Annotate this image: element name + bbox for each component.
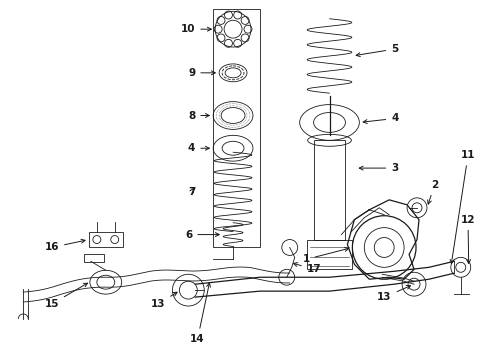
Text: 6: 6 bbox=[185, 230, 219, 239]
Text: 8: 8 bbox=[188, 111, 209, 121]
Text: 4: 4 bbox=[188, 143, 209, 153]
Text: 2: 2 bbox=[428, 180, 438, 204]
Text: 15: 15 bbox=[45, 283, 88, 309]
Text: 5: 5 bbox=[356, 44, 398, 57]
Text: 10: 10 bbox=[181, 24, 211, 34]
Text: 9: 9 bbox=[188, 68, 215, 78]
Text: 13: 13 bbox=[377, 285, 411, 302]
Text: 11: 11 bbox=[450, 150, 475, 264]
Text: 12: 12 bbox=[461, 215, 475, 264]
Text: 4: 4 bbox=[363, 113, 398, 123]
Bar bbox=[314, 140, 345, 239]
Bar bbox=[213, 9, 260, 247]
Text: 3: 3 bbox=[359, 163, 398, 173]
Text: 7: 7 bbox=[188, 187, 196, 197]
Bar bbox=[89, 231, 122, 247]
Text: 14: 14 bbox=[190, 283, 211, 344]
Text: 17: 17 bbox=[294, 263, 321, 274]
Bar bbox=[84, 255, 104, 262]
Text: 1: 1 bbox=[302, 248, 349, 264]
Text: 16: 16 bbox=[45, 239, 85, 252]
Bar bbox=[307, 239, 352, 269]
Text: 13: 13 bbox=[151, 292, 177, 309]
